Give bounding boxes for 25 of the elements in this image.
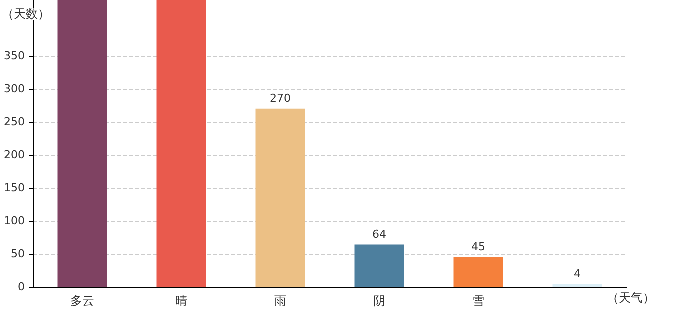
- y-tick-label: 250: [4, 116, 25, 129]
- bar: [552, 284, 602, 287]
- data-label: 270: [270, 92, 291, 105]
- x-tick-label: 晴: [176, 294, 188, 308]
- x-tick-label: 多云: [70, 294, 94, 308]
- y-tick-label: 0: [18, 280, 25, 294]
- x-tick-label: 阴: [374, 294, 386, 308]
- bar: [454, 257, 504, 287]
- y-tick-label: 150: [4, 182, 25, 195]
- bar: [256, 108, 306, 287]
- x-tick-label: 雨: [274, 294, 286, 308]
- y-tick-label: 300: [4, 82, 25, 96]
- bar: [58, 0, 108, 287]
- data-label: 4: [574, 267, 581, 280]
- data-label: 45: [472, 240, 486, 254]
- y-tick-label: 350: [4, 50, 25, 63]
- data-label: 64: [372, 228, 386, 241]
- y-tick-label: 50: [11, 248, 25, 261]
- y-axis-title: （天数）: [2, 7, 50, 21]
- y-tick-label: 100: [4, 214, 25, 228]
- bar: [354, 244, 404, 287]
- y-tick-label: 200: [4, 148, 25, 162]
- bar: [156, 0, 206, 287]
- x-axis-title: （天气）: [607, 291, 655, 305]
- x-tick-label: 雪: [472, 294, 484, 308]
